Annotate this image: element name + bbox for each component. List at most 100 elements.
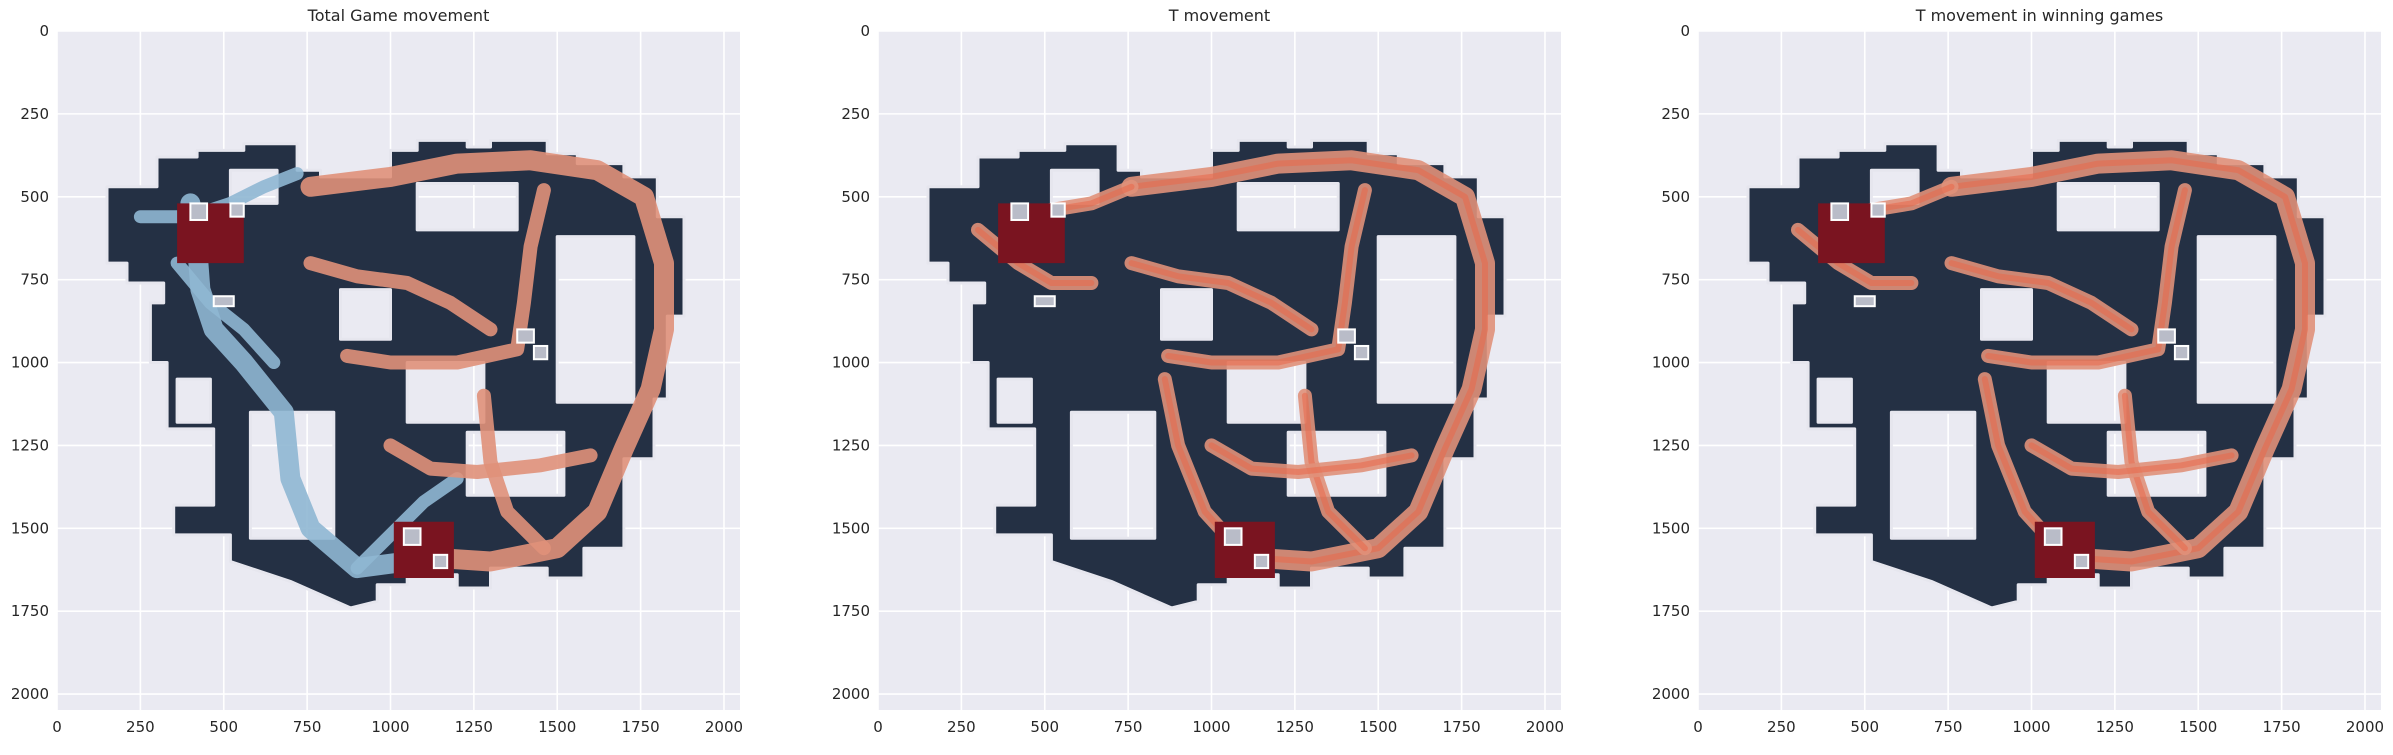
x-tick-label: 1000 bbox=[2012, 718, 2050, 736]
t-movement-core bbox=[1165, 187, 1368, 366]
ct-movement-trail bbox=[180, 193, 418, 579]
x-tick-label: 1500 bbox=[538, 718, 576, 736]
y-tick-label: 1750 bbox=[11, 602, 49, 620]
x-tick-label: 250 bbox=[1767, 718, 1796, 736]
x-tick-label: 500 bbox=[1030, 718, 1059, 736]
y-tick-label: 1000 bbox=[11, 354, 49, 372]
x-tick-label: 1000 bbox=[1192, 718, 1230, 736]
x-tick-label: 1750 bbox=[622, 718, 660, 736]
y-tick-label: 0 bbox=[39, 22, 49, 40]
crate-box bbox=[2157, 328, 2176, 344]
x-tick-label: 1000 bbox=[371, 718, 409, 736]
y-tick-label: 750 bbox=[841, 271, 870, 289]
y-tick-label: 0 bbox=[1680, 22, 1690, 40]
t-movement-core bbox=[1985, 187, 2188, 366]
t-movement-core bbox=[1948, 260, 2135, 333]
x-tick-label: 500 bbox=[1850, 718, 1879, 736]
t-movement-core bbox=[1948, 157, 2308, 565]
y-tick-label: 2000 bbox=[11, 685, 49, 703]
t-movement-trail bbox=[383, 438, 598, 479]
t-movement-core bbox=[1301, 392, 1368, 552]
x-tick-label: 1250 bbox=[1276, 718, 1314, 736]
x-tick-label: 2000 bbox=[705, 718, 743, 736]
crate-box bbox=[1337, 328, 1356, 344]
bombsite-hotspot bbox=[393, 521, 454, 578]
x-tick-label: 2000 bbox=[2346, 718, 2384, 736]
ct-movement-trail bbox=[350, 472, 464, 575]
t-movement-trail bbox=[303, 256, 498, 337]
x-tick-label: 0 bbox=[52, 718, 62, 736]
t-movement-core bbox=[2028, 442, 2235, 475]
crate-box bbox=[1033, 295, 1056, 308]
y-tick-label: 1000 bbox=[832, 354, 870, 372]
x-tick-label: 250 bbox=[126, 718, 155, 736]
crate-box bbox=[1010, 202, 1030, 221]
y-tick-label: 250 bbox=[20, 105, 49, 123]
crate-box bbox=[1223, 527, 1243, 546]
t-movement-trail bbox=[476, 388, 551, 556]
bombsite-hotspot bbox=[2034, 521, 2095, 578]
crate-box bbox=[229, 202, 245, 218]
x-tick-label: 2000 bbox=[1526, 718, 1564, 736]
y-tick-label: 1000 bbox=[1652, 354, 1690, 372]
x-tick-label: 1500 bbox=[1359, 718, 1397, 736]
y-tick-label: 1250 bbox=[1652, 436, 1690, 454]
panel-title: T movement in winning games bbox=[1915, 6, 2164, 25]
crate-box bbox=[2073, 553, 2090, 570]
x-tick-label: 750 bbox=[293, 718, 322, 736]
y-tick-label: 1500 bbox=[11, 519, 49, 537]
t-movement-core bbox=[975, 226, 1095, 286]
y-tick-label: 500 bbox=[20, 188, 49, 206]
x-tick-label: 250 bbox=[947, 718, 976, 736]
y-tick-label: 250 bbox=[841, 105, 870, 123]
t-movement-core bbox=[2121, 392, 2188, 552]
t-movement-core bbox=[1208, 442, 1415, 475]
panel-t-movement-winning: 0 250 500 750 1000 1250 1500 1750 20000250500750… bbox=[1652, 6, 2384, 736]
x-tick-label: 750 bbox=[1934, 718, 1963, 736]
t-movement-core bbox=[1795, 226, 1915, 286]
crate-box bbox=[212, 295, 235, 308]
crate-box bbox=[402, 527, 422, 546]
x-tick-label: 0 bbox=[1693, 718, 1703, 736]
panel-title: T movement bbox=[1168, 6, 1270, 25]
x-tick-label: 1250 bbox=[455, 718, 493, 736]
x-tick-label: 1250 bbox=[2096, 718, 2134, 736]
crate-box bbox=[1353, 344, 1370, 361]
y-tick-label: 750 bbox=[20, 271, 49, 289]
x-tick-label: 750 bbox=[1114, 718, 1143, 736]
crate-box bbox=[2043, 527, 2063, 546]
y-tick-label: 1500 bbox=[1652, 519, 1690, 537]
x-tick-label: 1750 bbox=[1443, 718, 1481, 736]
crate-box bbox=[516, 328, 535, 344]
y-tick-label: 1500 bbox=[832, 519, 870, 537]
y-tick-label: 2000 bbox=[1652, 685, 1690, 703]
crate-box bbox=[1253, 553, 1270, 570]
crate-box bbox=[189, 202, 209, 221]
crate-box bbox=[1050, 202, 1066, 218]
y-tick-label: 1250 bbox=[832, 436, 870, 454]
crate-box bbox=[1853, 295, 1876, 308]
x-tick-label: 0 bbox=[873, 718, 883, 736]
crate-box bbox=[532, 344, 549, 361]
ct-movement-trail bbox=[170, 256, 281, 369]
y-tick-label: 750 bbox=[1661, 271, 1690, 289]
x-tick-label: 500 bbox=[209, 718, 238, 736]
y-tick-label: 1750 bbox=[832, 602, 870, 620]
bombsite-hotspot bbox=[1214, 521, 1275, 578]
t-movement-core bbox=[1128, 157, 1488, 565]
panel-title: Total Game movement bbox=[307, 6, 490, 25]
crate-box bbox=[2173, 344, 2190, 361]
crate-box bbox=[1830, 202, 1850, 221]
t-movement-trail bbox=[300, 150, 674, 572]
y-tick-label: 1250 bbox=[11, 436, 49, 454]
y-tick-label: 1750 bbox=[1652, 602, 1690, 620]
panel-t-movement: 0 250 500 750 1000 1250 1500 1750 20000250500750… bbox=[832, 6, 1564, 736]
y-tick-label: 2000 bbox=[832, 685, 870, 703]
t-movement-trail bbox=[340, 183, 551, 370]
x-tick-label: 1500 bbox=[2179, 718, 2217, 736]
x-tick-label: 1750 bbox=[2263, 718, 2301, 736]
y-tick-label: 500 bbox=[841, 188, 870, 206]
y-tick-label: 250 bbox=[1661, 105, 1690, 123]
t-movement-core bbox=[1128, 260, 1315, 333]
